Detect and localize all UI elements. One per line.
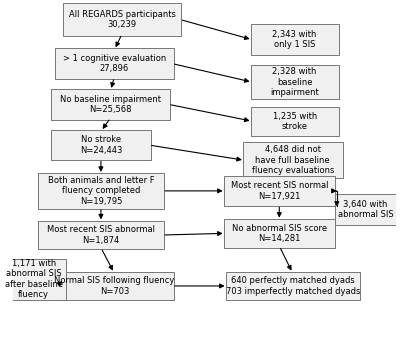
Text: No baseline impairment
N=25,568: No baseline impairment N=25,568 <box>60 94 161 114</box>
FancyBboxPatch shape <box>250 25 339 55</box>
FancyBboxPatch shape <box>250 107 339 136</box>
FancyBboxPatch shape <box>226 271 360 300</box>
Text: 1,171 with
abnormal SIS
after baseline
fluency: 1,171 with abnormal SIS after baseline f… <box>5 259 63 299</box>
Text: 3,640 with
abnormal SIS: 3,640 with abnormal SIS <box>338 200 394 219</box>
FancyBboxPatch shape <box>224 219 335 248</box>
Text: No abnormal SIS score
N=14,281: No abnormal SIS score N=14,281 <box>232 224 327 243</box>
Text: All REGARDS participants
30,239: All REGARDS participants 30,239 <box>68 10 176 29</box>
Text: 4,648 did not
have full baseline
fluency evaluations: 4,648 did not have full baseline fluency… <box>252 145 334 175</box>
FancyBboxPatch shape <box>38 173 164 209</box>
FancyBboxPatch shape <box>335 194 396 225</box>
Text: Normal SIS following fluency
N=703: Normal SIS following fluency N=703 <box>54 276 174 296</box>
FancyBboxPatch shape <box>62 3 182 35</box>
FancyBboxPatch shape <box>55 271 174 300</box>
FancyBboxPatch shape <box>224 176 335 206</box>
Text: No stroke
N=24,443: No stroke N=24,443 <box>80 135 122 155</box>
Text: Most recent SIS abnormal
N=1,874: Most recent SIS abnormal N=1,874 <box>47 225 155 245</box>
Text: Both animals and letter F
fluency completed
N=19,795: Both animals and letter F fluency comple… <box>48 176 154 206</box>
Text: 640 perfectly matched dyads
703 imperfectly matched dyads: 640 perfectly matched dyads 703 imperfec… <box>226 276 360 296</box>
FancyBboxPatch shape <box>51 89 170 120</box>
FancyBboxPatch shape <box>55 48 174 79</box>
Text: > 1 cognitive evaluation
27,896: > 1 cognitive evaluation 27,896 <box>63 54 166 73</box>
FancyBboxPatch shape <box>250 65 339 99</box>
FancyBboxPatch shape <box>243 143 342 178</box>
FancyBboxPatch shape <box>38 221 164 250</box>
Text: 2,328 with
baseline
impairment: 2,328 with baseline impairment <box>270 67 319 97</box>
Text: 2,343 with
only 1 SIS: 2,343 with only 1 SIS <box>272 30 317 49</box>
Text: 1,235 with
stroke: 1,235 with stroke <box>272 112 317 131</box>
FancyBboxPatch shape <box>1 259 66 299</box>
FancyBboxPatch shape <box>51 130 151 160</box>
Text: Most recent SIS normal
N=17,921: Most recent SIS normal N=17,921 <box>230 181 328 201</box>
